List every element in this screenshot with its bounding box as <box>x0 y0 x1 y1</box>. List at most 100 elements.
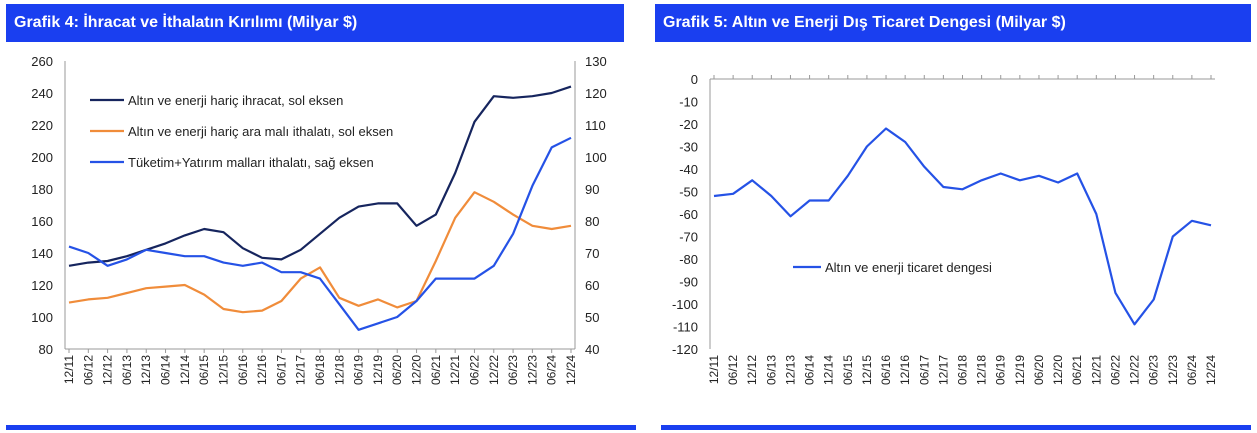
y-tick-label-left: 200 <box>31 150 53 165</box>
x-tick-label: 06/18 <box>956 355 970 385</box>
chart-4-svg: 80 100 120 140 160 180 200 220 240 260 40 50 60 70 80 9… <box>31 54 607 385</box>
x-tick-label: 06/24 <box>1185 355 1199 385</box>
series-line <box>68 136 572 331</box>
x-tick-label: 12/13 <box>783 355 797 385</box>
y-tick-label-right: 40 <box>585 342 599 357</box>
x-tick-label: 06/24 <box>545 355 559 385</box>
x-tick-label: 12/14 <box>822 355 836 385</box>
legend-label: Altın ve enerji hariç ihracat, sol eksen <box>128 93 343 108</box>
x-tick-label: 12/24 <box>564 355 578 385</box>
y-tick-label-right: 110 <box>585 118 606 133</box>
x-tick-label: 12/11 <box>62 355 76 384</box>
x-tick-label: 12/13 <box>139 355 153 385</box>
x-tick-label: 06/16 <box>879 355 893 385</box>
y-tick-label-right: 80 <box>585 214 599 229</box>
y-tick-label: -120 <box>672 342 698 357</box>
y-tick-label: -110 <box>673 320 698 335</box>
y-tick-label: -40 <box>679 162 698 177</box>
x-tick-label: 12/14 <box>178 355 192 385</box>
x-tick-label: 06/22 <box>1108 355 1122 385</box>
x-tick-label: 06/20 <box>390 355 404 385</box>
x-tick-label: 06/22 <box>467 355 481 385</box>
x-tick-label: 06/15 <box>841 355 855 385</box>
series-line <box>713 127 1212 326</box>
x-tick-label: 06/16 <box>236 355 250 385</box>
x-tick-label: 12/22 <box>487 355 501 385</box>
bottom-rule <box>661 425 1251 430</box>
chart-panel-right: Grafik 5: Altın ve Enerji Dış Ticaret De… <box>655 0 1257 433</box>
y-tick-label-right: 120 <box>585 86 607 101</box>
x-tick-label: 12/19 <box>371 355 385 385</box>
x-tick-label: 12/21 <box>448 355 462 385</box>
x-tick-label: 06/18 <box>313 355 327 385</box>
y-tick-label-right: 100 <box>585 150 607 165</box>
x-tick-label: 12/18 <box>332 355 346 385</box>
x-tick-label: 06/12 <box>726 355 740 385</box>
series-line <box>68 85 572 267</box>
y-tick-label: -30 <box>679 140 698 155</box>
y-tick-label-right: 50 <box>585 310 599 325</box>
x-tick-label: 06/23 <box>506 355 520 385</box>
legend-label: Tüketim+Yatırım malları ithalatı, sağ ek… <box>128 155 374 170</box>
legend-label: Altın ve enerji hariç ara malı ithalatı,… <box>128 124 393 139</box>
x-tick-label: 06/13 <box>764 355 778 385</box>
legend-label: Altın ve enerji ticaret dengesi <box>825 260 992 275</box>
y-tick-label: -50 <box>679 185 698 200</box>
y-tick-label-left: 80 <box>39 342 53 357</box>
x-tick-label: 06/23 <box>1147 355 1161 385</box>
y-tick-label-right: 130 <box>585 54 607 69</box>
x-tick-label: 06/13 <box>120 355 134 385</box>
y-tick-label: -90 <box>679 275 698 290</box>
chart-5-svg: 0 -10 -20 -30 -40 -50 -60 -70 -80 -90 -100 -110 -120… <box>672 72 1218 385</box>
x-tick-label: 06/14 <box>159 355 173 385</box>
bottom-rule <box>6 425 636 430</box>
chart-title: Grafik 4: İhracat ve İthalatın Kırılımı … <box>6 4 624 42</box>
y-tick-label-left: 180 <box>31 182 53 197</box>
y-tick-label-left: 120 <box>31 278 53 293</box>
x-tick-label: 12/17 <box>936 355 950 385</box>
x-tick-label: 06/20 <box>1032 355 1046 385</box>
y-tick-label-right: 90 <box>585 182 599 197</box>
x-tick-label: 12/18 <box>975 355 989 385</box>
y-tick-label-left: 260 <box>31 54 53 69</box>
x-tick-label: 12/20 <box>1051 355 1065 385</box>
y-tick-label: -80 <box>679 252 698 267</box>
y-tick-label: -100 <box>672 297 698 312</box>
x-tick-label: 12/19 <box>1013 355 1027 385</box>
chart-panel-left: Grafik 4: İhracat ve İthalatın Kırılımı … <box>6 4 636 430</box>
x-tick-label: 06/19 <box>352 355 366 385</box>
y-tick-label-right: 60 <box>585 278 599 293</box>
x-tick-label: 12/15 <box>216 355 230 385</box>
x-tick-label: 12/23 <box>1166 355 1180 385</box>
x-tick-label: 06/15 <box>197 355 211 385</box>
x-tick-label: 12/12 <box>745 355 759 385</box>
y-tick-label-left: 160 <box>31 214 53 229</box>
x-tick-label: 06/21 <box>1070 355 1084 385</box>
y-tick-label: -70 <box>679 230 698 245</box>
x-tick-label: 12/21 <box>1089 355 1103 385</box>
x-tick-label: 12/24 <box>1204 355 1218 385</box>
y-tick-label-left: 140 <box>31 246 53 261</box>
x-tick-label: 12/16 <box>255 355 269 385</box>
chart-title: Grafik 5: Altın ve Enerji Dış Ticaret De… <box>655 4 1251 42</box>
y-tick-label-left: 220 <box>31 118 53 133</box>
x-tick-label: 12/22 <box>1128 355 1142 385</box>
y-tick-label: -20 <box>679 117 698 132</box>
x-tick-label: 06/19 <box>994 355 1008 385</box>
x-tick-label: 12/12 <box>101 355 115 385</box>
y-tick-label-left: 240 <box>31 86 53 101</box>
x-tick-label: 06/17 <box>917 355 931 385</box>
x-tick-label: 12/17 <box>294 355 308 385</box>
x-tick-label: 12/23 <box>525 355 539 385</box>
y-tick-label-right: 70 <box>585 246 599 261</box>
y-tick-label-left: 100 <box>31 310 53 325</box>
y-tick-label: -10 <box>679 95 698 110</box>
y-tick-label: 0 <box>691 72 698 87</box>
x-tick-label: 06/14 <box>803 355 817 385</box>
x-tick-label: 12/15 <box>860 355 874 385</box>
x-tick-label: 12/16 <box>898 355 912 385</box>
x-tick-label: 06/17 <box>274 355 288 385</box>
x-tick-label: 06/12 <box>81 355 95 385</box>
x-tick-label: 06/21 <box>429 355 443 385</box>
y-tick-label: -60 <box>679 207 698 222</box>
